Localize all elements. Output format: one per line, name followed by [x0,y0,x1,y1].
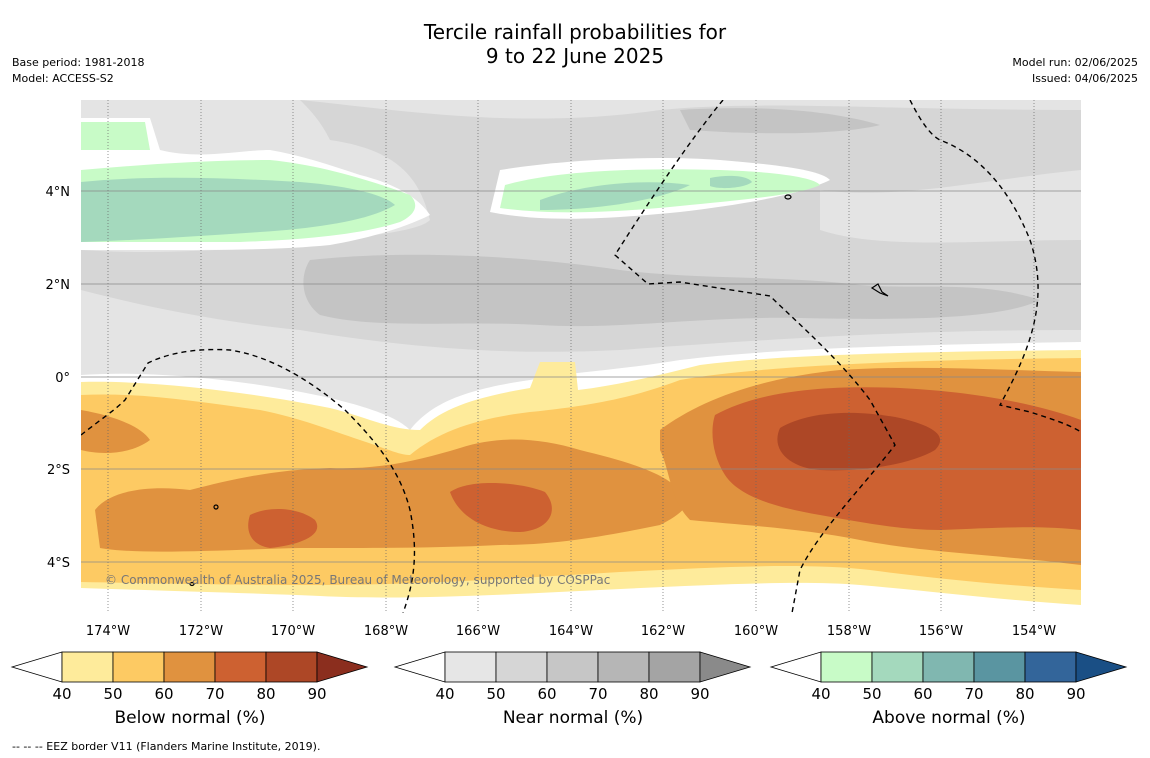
above-normal-50-central [540,175,752,210]
colorbar-near-normal-label: Near normal (%) [502,708,644,728]
colorbar-tick-label: 60 [154,685,173,703]
near-normal-band-70 [303,254,1040,327]
colorbar-tick-label: 40 [811,685,830,703]
lon-label: 162°W [641,624,685,639]
colorbar-tick-label: 90 [307,685,326,703]
colorbar-low-extend [10,651,63,683]
colorbar-above-normal: 40 50 60 70 80 90 Above normal (%) [769,648,1129,738]
forecast-map: © Commonwealth of Australia 2025, Bureau… [46,100,1081,639]
model-run-text: Model run: 02/06/2025 [1012,56,1138,69]
colorbar-tick-label: 70 [588,685,607,703]
below-normal-60-west [81,410,150,453]
colorbar-tick-label: 50 [862,685,881,703]
colorbar-segment [973,651,1026,683]
colorbar-high-extend [316,651,369,683]
colorbar-segment [546,651,599,683]
colorbar-tick-label: 40 [435,685,454,703]
colorbar-near-normal-scale: 40 50 60 70 80 90 [393,651,752,703]
colorbar-tick-label: 80 [639,685,658,703]
model-text: Model: ACCESS-S2 [12,72,114,85]
colorbar-tick-label: 80 [1015,685,1034,703]
near-normal-patch [420,139,600,167]
longitude-labels: 174°W 172°W 170°W 168°W 166°W 164°W 162°… [86,624,1056,639]
colorbar-below-normal: 40 50 60 70 80 90 Below normal (%) [10,648,370,738]
colorbar-tick-label: 90 [1066,685,1085,703]
eez-legend-footer: -- -- -- EEZ border V11 (Flanders Marine… [12,740,321,753]
colorbar-segment [597,651,650,683]
latitude-labels: 4°N 2°N 0° 2°S 4°S [46,185,71,571]
map-title: Tercile rainfall probabilities for 9 to … [0,20,1150,68]
colorbar-segment [163,651,216,683]
colorbar-segment [648,651,701,683]
colorbar-segment [265,651,318,683]
lon-label: 170°W [271,624,315,639]
colorbar-tick-label: 50 [103,685,122,703]
base-period-text: Base period: 1981-2018 [12,56,145,69]
near-normal-patch-2 [680,108,880,134]
meta-right: Model run: 02/06/2025 Issued: 04/06/2025 [1012,55,1138,87]
below-normal-80-east [777,412,941,471]
map-fields [81,100,1081,613]
colorbar-tick-label: 70 [964,685,983,703]
colorbar-segment [61,651,114,683]
colorbar-high-extend [1075,651,1128,683]
below-normal-70-west [248,508,318,548]
issued-text: Issued: 04/06/2025 [1031,72,1138,85]
lon-label: 154°W [1012,624,1056,639]
colorbar-tick-label: 80 [256,685,275,703]
colorbar-segment [214,651,267,683]
colorbar-below-normal-label: Below normal (%) [114,708,266,728]
colorbar-tick-label: 70 [205,685,224,703]
lon-label: 168°W [364,624,408,639]
lat-label: 4°N [46,185,71,200]
title-line-1: Tercile rainfall probabilities for [423,20,727,44]
lon-label: 174°W [86,624,130,639]
colorbar-segment [1024,651,1077,683]
colorbar-above-normal-label: Above normal (%) [872,708,1026,728]
islands [189,194,889,587]
lon-label: 166°W [456,624,500,639]
above-normal-50-north [81,177,395,242]
lat-label: 4°S [47,556,70,571]
colorbar-segment [444,651,497,683]
lon-label: 172°W [179,624,223,639]
colorbar-tick-label: 50 [486,685,505,703]
colorbar-tick-label: 60 [537,685,556,703]
colorbar-low-extend [769,651,822,683]
colorbar-tick-label: 40 [52,685,71,703]
colorbar-segment [112,651,165,683]
copyright-text: © Commonwealth of Australia 2025, Bureau… [105,573,610,587]
colorbar-near-normal: 40 50 60 70 80 90 Near normal (%) [393,648,753,738]
meta-left: Base period: 1981-2018 Model: ACCESS-S2 [12,55,144,87]
lat-label: 2°N [46,278,71,293]
lon-label: 156°W [919,624,963,639]
colorbar-below-normal-scale: 40 50 60 70 80 90 [10,651,369,703]
colorbar-high-extend [699,651,752,683]
lon-label: 158°W [827,624,871,639]
colorbar-segment [922,651,975,683]
colorbar-low-extend [393,651,446,683]
lat-label: 0° [55,371,70,386]
colorbar-segment [495,651,548,683]
colorbar-tick-label: 90 [690,685,709,703]
colorbar-segment [820,651,873,683]
lat-label: 2°S [47,463,70,478]
title-line-2: 9 to 22 June 2025 [485,44,665,68]
colorbar-above-normal-scale: 40 50 60 70 80 90 [769,651,1128,703]
map-grid [81,100,1081,613]
colorbar-tick-label: 60 [913,685,932,703]
eez-borders [81,100,1081,613]
lon-label: 164°W [549,624,593,639]
below-normal-70-central [450,482,552,532]
colorbar-segment [871,651,924,683]
lon-label: 160°W [734,624,778,639]
